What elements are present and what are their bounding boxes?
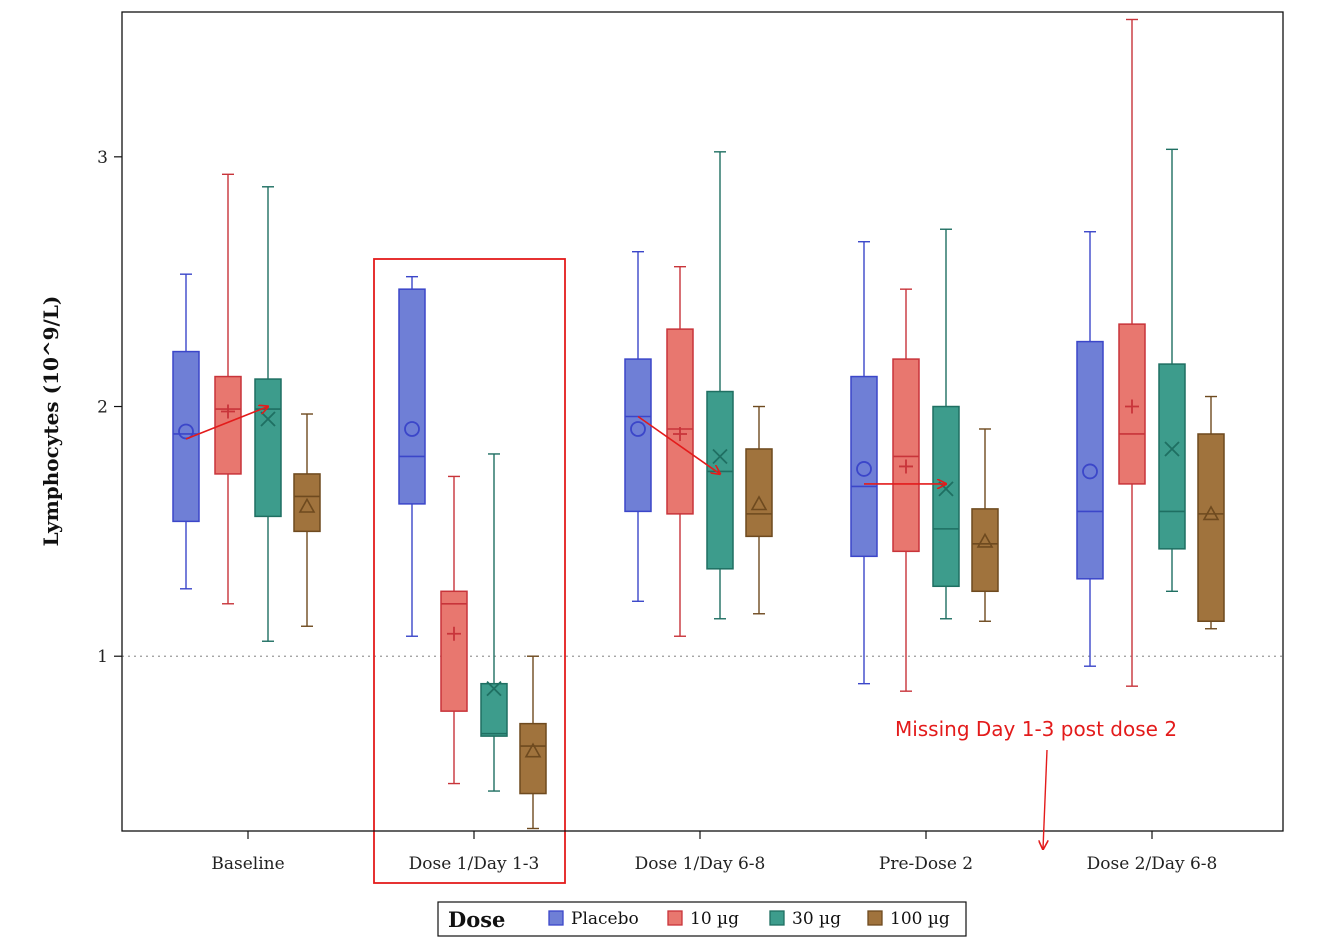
arrow-layer <box>185 407 946 484</box>
box-0-3 <box>850 241 878 685</box>
x-tick-label-3: Pre-Dose 2 <box>879 854 973 874</box>
mean-marker-1-2 <box>673 426 687 441</box>
missing-note-arrow <box>1043 749 1047 849</box>
box-body-1-3 <box>892 358 920 553</box>
box-body-1-1 <box>440 590 468 712</box>
box-1-0 <box>214 173 242 605</box>
box-3-4 <box>1197 395 1225 630</box>
box-3-2 <box>745 405 773 615</box>
box-1-3 <box>892 288 920 692</box>
box-body-3-1 <box>519 722 547 795</box>
mean-marker-2-4 <box>1164 441 1180 457</box>
y-tick-label-1: 1 <box>97 647 108 667</box>
mean-marker-1-4 <box>1125 399 1139 414</box>
legend: Dose Placebo 10 µg 30 µg 100 µg <box>437 901 967 937</box>
box-body-0-2 <box>624 358 652 513</box>
box-body-3-0 <box>293 473 321 533</box>
missing-data-note: Missing Day 1-3 post dose 2 <box>895 717 1177 741</box>
mean-marker-1-0 <box>221 404 235 419</box>
highlight-rectangle <box>373 258 566 884</box>
box-body-0-3 <box>850 375 878 558</box>
box-body-0-4 <box>1076 340 1104 580</box>
x-tick-label-1: Dose 1/Day 1-3 <box>409 854 540 874</box>
box-3-1 <box>519 655 547 830</box>
y-tick-label-2: 2 <box>97 398 108 418</box>
box-0-0 <box>172 273 200 590</box>
box-layer <box>172 18 1225 830</box>
legend-swatch-2 <box>769 910 785 926</box>
x-tick-label-0: Baseline <box>211 854 284 874</box>
mean-marker-2-2 <box>712 448 728 465</box>
legend-label-0: Placebo <box>571 909 639 929</box>
box-body-2-1 <box>480 682 508 737</box>
legend-title: Dose <box>448 907 505 932</box>
x-tick-label-4: Dose 2/Day 6-8 <box>1087 854 1218 874</box>
legend-label-1: 10 µg <box>690 909 739 929</box>
legend-swatch-3 <box>867 910 883 926</box>
box-body-2-4 <box>1158 363 1186 550</box>
box-2-4 <box>1158 148 1186 592</box>
mean-marker-2-1 <box>486 681 502 697</box>
mean-marker-3-2 <box>750 495 768 511</box>
legend-label-2: 30 µg <box>792 909 841 929</box>
legend-swatch-1 <box>667 910 683 926</box>
box-1-4 <box>1118 18 1146 687</box>
box-2-0 <box>254 186 282 642</box>
box-1-2 <box>666 265 694 637</box>
mean-marker-0-4 <box>1082 463 1098 480</box>
trend-arrow-1 <box>637 415 720 474</box>
box-body-3-3 <box>971 508 999 593</box>
mean-marker-3-3 <box>976 532 994 548</box>
box-2-3 <box>932 228 960 620</box>
box-0-4 <box>1076 231 1104 667</box>
box-body-2-3 <box>932 405 960 588</box>
legend-swatch-0 <box>548 910 564 926</box>
mean-marker-1-3 <box>899 459 913 474</box>
box-body-3-4 <box>1197 433 1225 623</box>
box-body-1-2 <box>666 328 694 515</box>
highlight-layer <box>373 258 566 884</box>
annotation-layer: Missing Day 1-3 post dose 2 <box>895 717 1177 849</box>
y-axis-label: Lymphocytes (10^9/L) <box>39 296 63 547</box>
box-3-3 <box>971 428 999 622</box>
y-tick-label-3: 3 <box>97 148 108 168</box>
mean-marker-0-2 <box>630 421 646 437</box>
box-1-1 <box>440 475 468 785</box>
mean-marker-1-1 <box>447 626 461 641</box>
box-body-0-0 <box>172 350 200 523</box>
box-2-2 <box>706 151 734 620</box>
box-0-2 <box>624 251 652 602</box>
plot-frame <box>121 11 1284 832</box>
box-3-0 <box>293 413 321 627</box>
trend-arrow-0 <box>185 407 268 440</box>
mean-marker-3-1 <box>524 742 542 758</box>
legend-label-3: 100 µg <box>890 909 950 929</box>
mean-marker-0-3 <box>856 461 872 477</box>
axis-layer: 1 2 3 Baseline Dose 1/Day 1-3 Dose 1/Day 6-8 P… <box>97 148 1217 874</box>
box-2-1 <box>480 453 508 792</box>
mean-marker-3-0 <box>298 497 316 513</box>
mean-marker-0-1 <box>404 421 420 437</box>
mean-marker-3-4 <box>1202 505 1220 521</box>
box-body-3-2 <box>745 448 773 538</box>
box-body-0-1 <box>398 288 426 505</box>
box-body-2-2 <box>706 390 734 570</box>
box-0-1 <box>398 275 426 637</box>
x-tick-label-2: Dose 1/Day 6-8 <box>635 854 766 874</box>
box-body-2-0 <box>254 378 282 518</box>
